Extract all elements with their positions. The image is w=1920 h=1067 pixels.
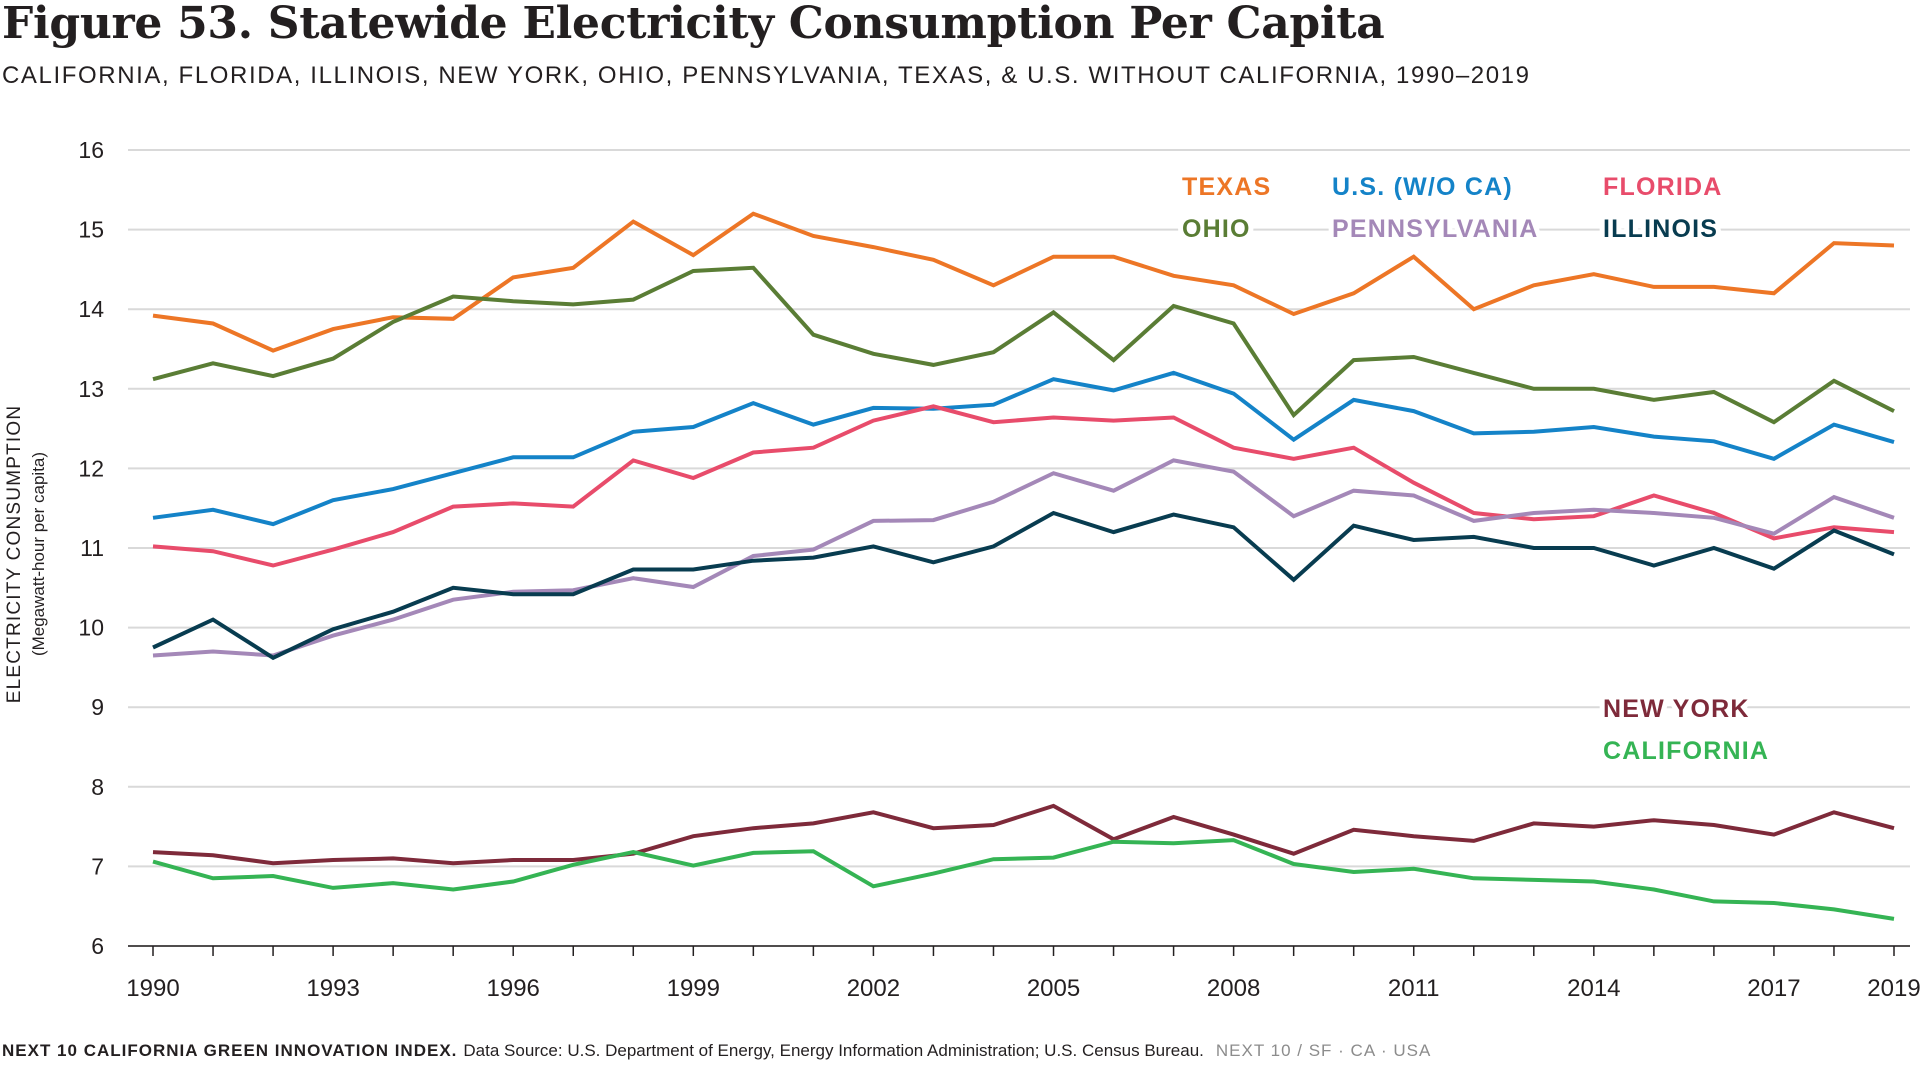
series-label-florida: FLORIDA <box>1603 173 1723 201</box>
x-tick-label: 1990 <box>126 975 179 1002</box>
y-tick-label: 11 <box>80 535 104 561</box>
series-label-u-s-w-o-ca-: U.S. (W/O CA) <box>1332 173 1513 201</box>
y-tick-label: 15 <box>78 217 104 243</box>
series-labels: TEXAS OHIO U.S. (W/O CA) FLORIDA PENNSYLVANI… <box>1177 168 1773 770</box>
x-tick-label: 1996 <box>487 975 540 1002</box>
y-tick-label: 9 <box>91 694 104 720</box>
page-title: Figure 53. Statewide Electricity Consump… <box>2 0 1385 49</box>
y-tick-label: 14 <box>78 296 104 322</box>
y-tick-label: 10 <box>78 615 104 641</box>
series-label-ohio: OHIO <box>1182 215 1251 243</box>
series-line-u-s-w-o-ca- <box>152 370 1895 527</box>
y-axis-sublabel: (Megawatt-hour per capita) <box>29 452 48 656</box>
y-tick-label: 8 <box>91 774 104 800</box>
x-tick-label: 2019 <box>1867 975 1920 1002</box>
series-line-california <box>152 838 1895 921</box>
grid-lines <box>128 149 1910 947</box>
x-tick-label: 2008 <box>1207 975 1260 1002</box>
series-line-ohio <box>152 265 1895 425</box>
footer-org: NEXT 10 CALIFORNIA GREEN INNOVATION INDE… <box>2 1041 458 1060</box>
x-tick-label: 2014 <box>1567 975 1620 1002</box>
y-tick-label: 16 <box>78 137 104 163</box>
series-line-new-york <box>152 803 1895 866</box>
series-label-texas: TEXAS <box>1182 173 1271 201</box>
x-tick-label: 1999 <box>667 975 720 1002</box>
x-tick-labels: 1990 1993 1996 1999 2002 2005 2008 2011 2014 2017… <box>126 946 1920 1002</box>
y-tick-labels: 6 7 8 9 10 11 12 13 14 15 16 <box>78 137 104 959</box>
series-label-illinois: ILLINOIS <box>1603 215 1718 243</box>
page-subtitle: CALIFORNIA, FLORIDA, ILLINOIS, NEW YORK,… <box>2 62 1531 89</box>
footer-source: Data Source: U.S. Department of Energy, … <box>463 1041 1204 1060</box>
y-tick-label: 6 <box>91 933 104 959</box>
y-tick-label: 12 <box>78 455 104 481</box>
series-line-illinois <box>152 510 1895 661</box>
y-axis-label: ELECTRICITY CONSUMPTION <box>4 405 25 704</box>
x-tick-label: 2005 <box>1027 975 1080 1002</box>
series-line-texas <box>152 211 1895 353</box>
series-label-new-york: NEW YORK <box>1603 695 1750 723</box>
y-tick-label: 13 <box>78 376 104 402</box>
x-tick-label: 2011 <box>1388 975 1440 1002</box>
footer-brand: NEXT 10 / SF · CA · USA <box>1215 1041 1432 1060</box>
x-tick-label: 1993 <box>306 975 359 1002</box>
y-tick-label: 7 <box>91 853 104 879</box>
series-lines <box>152 211 1895 921</box>
footer: NEXT 10 CALIFORNIA GREEN INNOVATION INDE… <box>2 1041 1431 1061</box>
x-tick-label: 2002 <box>847 975 900 1002</box>
x-tick-label: 2017 <box>1747 975 1800 1002</box>
series-line-pennsylvania <box>152 458 1895 658</box>
series-label-pennsylvania: PENNSYLVANIA <box>1332 215 1539 243</box>
series-line-florida <box>152 404 1895 568</box>
series-label-california: CALIFORNIA <box>1603 737 1769 765</box>
y-axis-title-group: ELECTRICITY CONSUMPTION (Megawatt-hour p… <box>4 405 48 704</box>
